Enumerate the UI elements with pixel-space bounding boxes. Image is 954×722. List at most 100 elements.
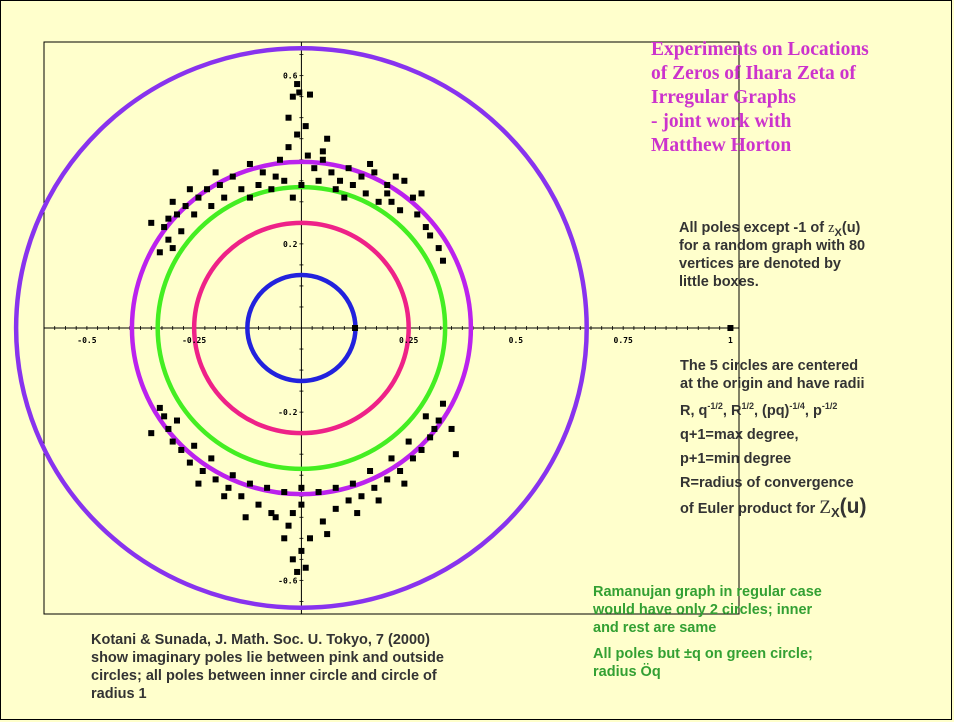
data-point [169,438,176,445]
data-point [259,169,266,176]
ramanujan-description: Ramanujan graph in regular case would ha… [593,583,822,681]
ramanujan-line-2: would have only 2 circles; inner [593,602,813,618]
data-point [289,194,296,201]
data-point [191,442,198,449]
ramanujan-line-3: and rest are same [593,620,717,636]
data-point [246,194,253,201]
data-point [148,430,155,437]
data-point [298,547,305,554]
data-point [418,446,425,453]
data-point [276,156,283,163]
poles-line-2: for a random graph with 80 [679,238,866,254]
circles-line-6: R=radius of convergence [680,475,854,491]
data-point [345,497,352,504]
ramanujan-line-5: radius Öq [593,664,661,680]
data-point [212,476,219,483]
data-point [156,249,163,256]
poles-line-1: All poles except -1 of zX(u) [679,220,861,239]
data-point [392,173,399,180]
data-point [212,169,219,176]
data-point [182,203,189,210]
data-point [302,123,309,130]
y-tick-label: -0.6 [278,576,297,585]
data-point [285,114,292,121]
data-point [358,493,365,500]
kotani-line-2: show imaginary poles lie between pink an… [91,650,444,666]
data-point [169,198,176,205]
poles-line-3: vertices are denoted by [679,256,841,272]
data-point [306,91,313,98]
kotani-line-3: circles; all poles between inner circle … [91,668,437,684]
circle-pink [191,220,411,436]
data-point [727,325,734,331]
data-point [294,131,301,138]
poles-description: All poles except -1 of zX(u) for a rando… [679,219,865,291]
data-point [204,186,211,193]
data-point [178,446,185,453]
data-point [332,484,339,491]
data-point [268,510,275,517]
data-point [409,455,416,462]
data-point [255,501,262,508]
data-point [272,173,279,180]
data-point [165,425,172,432]
data-point [285,144,292,151]
data-point [384,476,391,483]
y-tick-label: -0.2 [278,408,297,417]
data-point [435,245,442,252]
data-point [186,459,193,466]
data-point [148,219,155,226]
data-point [281,177,288,184]
title-line: Experiments on Locations [651,39,869,60]
data-point [238,493,245,500]
y-tick-label: 0.2 [283,240,298,249]
data-point [298,484,305,491]
circle-magenta [129,159,474,497]
data-point [195,194,202,201]
data-point [401,480,408,487]
circles-line-2: at the origin and have radii [680,376,865,392]
data-point [332,186,339,193]
data-point [375,497,382,504]
data-point [388,198,395,205]
data-point [319,518,326,525]
data-point [367,468,374,474]
data-point [298,501,305,508]
data-point [349,182,356,188]
data-point [401,177,408,184]
data-point [384,190,391,197]
circles-line-5: p+1=min degree [680,451,792,467]
data-point [315,489,322,496]
slide-title: Experiments on Locations of Zeros of Iha… [651,38,951,158]
x-tick-label: -0.25 [182,336,206,345]
y-tick-label: 0.6 [283,72,298,81]
data-point [221,194,228,201]
x-tick-label: -0.5 [77,336,96,345]
title-line: Irregular Graphs [651,87,796,108]
data-point [289,556,296,563]
data-point [208,455,215,462]
data-point [272,514,279,521]
data-point [178,228,185,235]
data-point [296,89,303,96]
kotani-line-1: Kotani & Sunada, J. Math. Soc. U. Tokyo,… [91,632,430,648]
data-point [328,169,335,176]
data-point [414,211,421,218]
circle-outer [13,46,589,610]
data-point [199,468,206,474]
data-point [435,417,442,424]
data-point [409,194,416,201]
data-point [397,468,404,474]
data-point [439,257,446,264]
data-point [281,535,288,542]
data-point [156,404,163,411]
data-point [289,510,296,517]
data-point [388,455,395,462]
data-point [294,81,301,88]
data-point [367,160,374,167]
data-point [452,451,459,458]
data-point [371,484,378,491]
circles-line-7: of Euler product for ZX(u) [680,495,867,520]
data-point [397,207,404,214]
